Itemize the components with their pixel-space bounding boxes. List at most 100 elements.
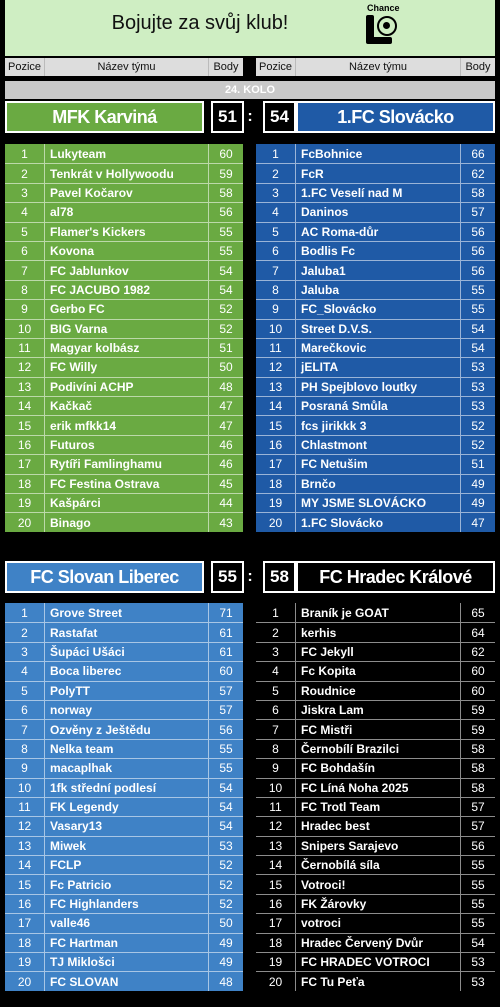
table-row: 4 Boca liberec 60 (5, 661, 243, 681)
row-points: 53 (471, 399, 485, 414)
row-position: 17 (256, 914, 296, 933)
row-team-name: Braník je GOAT (296, 603, 461, 623)
row-position: 2 (5, 623, 45, 642)
table-row: 15 fcs jirikkk 3 52 (256, 415, 495, 435)
row-position: 10 (256, 778, 296, 797)
table-row: 6 Kovona 55 (5, 240, 243, 261)
row-points: 56 (471, 244, 485, 259)
table-row: 8 FC JACUBO 1982 54 (5, 279, 243, 300)
row-points: 45 (219, 476, 233, 491)
row-points: 52 (219, 858, 233, 873)
table-row: 8 Černobílí Brazilci 58 (256, 738, 495, 759)
row-position: 13 (256, 836, 296, 856)
row-team-name: Brnčo (296, 474, 461, 494)
row-points: 54 (219, 819, 233, 834)
header-name: Název týmu (45, 58, 209, 76)
row-position: 14 (256, 397, 296, 416)
row-position: 17 (5, 914, 45, 933)
row-team-name: Podivíni ACHP (45, 377, 209, 397)
row-team-name: jELITA (296, 358, 461, 377)
table-row: 1 Braník je GOAT 65 (256, 603, 495, 623)
header-pos: Pozice (256, 58, 296, 76)
table-row: 6 Bodlis Fc 56 (256, 240, 495, 261)
row-points: 47 (219, 399, 233, 414)
table-match1-home: 1 Lukyteam 60 2 Tenkrát v Hollywoodu 59 3 Pavel… (5, 144, 243, 532)
row-team-name: FC Líná Noha 2025 (296, 778, 461, 797)
table-row: 2 kerhis 64 (256, 622, 495, 642)
row-position: 14 (5, 856, 45, 875)
score-separator: : (247, 108, 253, 125)
row-position: 12 (256, 817, 296, 836)
row-team-name: FC Bohdašín (296, 759, 461, 778)
match-1-header: MFK Karviná 51 : 54 1.FC Slovácko (5, 101, 495, 133)
row-position: 4 (5, 203, 45, 222)
row-position: 14 (256, 856, 296, 875)
row-position: 1 (256, 144, 296, 164)
table-row: 17 Rytíři Famlinghamu 46 (5, 454, 243, 474)
score-separator: : (247, 568, 253, 585)
row-position: 15 (5, 416, 45, 435)
row-team-name: Chlastmont (296, 435, 461, 455)
row-team-name: Fc Patricio (45, 875, 209, 894)
row-position: 10 (5, 319, 45, 338)
table-row: 13 Podivíni ACHP 48 (5, 376, 243, 397)
row-points: 59 (219, 166, 233, 181)
row-points: 58 (471, 780, 485, 795)
row-position: 18 (5, 933, 45, 953)
table-match2-away: 1 Braník je GOAT 65 2 kerhis 64 3 FC Jekyll 62 4 F… (256, 603, 495, 991)
table-row: 9 Gerbo FC 52 (5, 299, 243, 319)
row-points: 53 (219, 838, 233, 853)
table-row: 9 FC_Slovácko 55 (256, 299, 495, 319)
row-team-name: Vasary13 (45, 817, 209, 836)
table-row: 15 Fc Patricio 52 (5, 874, 243, 894)
row-team-name: Grove Street (45, 603, 209, 623)
row-points: 57 (471, 819, 485, 834)
table-row: 3 Pavel Kočarov 58 (5, 182, 243, 203)
row-points: 52 (219, 897, 233, 912)
row-team-name: FC Willy (45, 358, 209, 377)
row-position: 19 (5, 953, 45, 972)
row-team-name: Street D.V.S. (296, 319, 461, 338)
row-position: 12 (256, 358, 296, 377)
row-points: 54 (471, 321, 485, 336)
table-row: 18 FC Hartman 49 (5, 932, 243, 953)
table-row: 10 BIG Varna 52 (5, 318, 243, 338)
table-row: 11 FC Trotl Team 57 (256, 796, 495, 817)
table-row: 14 Posraná Smůla 53 (256, 396, 495, 416)
row-position: 9 (5, 300, 45, 319)
row-points: 56 (219, 722, 233, 737)
table-row: 11 Marečkovic 54 (256, 337, 495, 358)
row-team-name: FC Trotl Team (296, 797, 461, 817)
row-team-name: Daninos (296, 203, 461, 222)
row-position: 7 (5, 720, 45, 739)
row-points: 59 (471, 703, 485, 718)
row-position: 13 (5, 836, 45, 856)
table-row: 9 FC Bohdašín 58 (256, 758, 495, 778)
table-row: 3 1.FC Veselí nad M 58 (256, 182, 495, 203)
table-row: 20 FC Tu Peťa 53 (256, 971, 495, 991)
table-row: 20 FC SLOVAN 48 (5, 971, 243, 991)
row-position: 11 (5, 338, 45, 358)
table-row: 15 Votroci! 55 (256, 874, 495, 894)
row-team-name: Pavel Kočarov (45, 183, 209, 203)
row-team-name: MY JSME SLOVÁCKO (296, 494, 461, 513)
row-points: 49 (471, 496, 485, 511)
row-team-name: Černobílí Brazilci (296, 739, 461, 759)
row-team-name: FK Žárovky (296, 894, 461, 914)
row-team-name: Lukyteam (45, 144, 209, 164)
row-points: 46 (219, 457, 233, 472)
header-pts: Body (213, 61, 239, 73)
row-position: 4 (256, 203, 296, 222)
row-team-name: FC Festina Ostrava (45, 474, 209, 494)
table-row: 14 Černobílá síla 55 (256, 855, 495, 875)
row-position: 16 (5, 894, 45, 914)
table-row: 16 FK Žárovky 55 (256, 893, 495, 914)
row-points: 52 (219, 877, 233, 892)
row-position: 2 (256, 164, 296, 183)
header-name: Název týmu (296, 58, 461, 76)
table-row: 17 votroci 55 (256, 913, 495, 933)
row-points: 54 (219, 780, 233, 795)
row-team-name: votroci (296, 914, 461, 933)
row-points: 55 (219, 741, 233, 756)
row-points: 43 (219, 515, 233, 530)
